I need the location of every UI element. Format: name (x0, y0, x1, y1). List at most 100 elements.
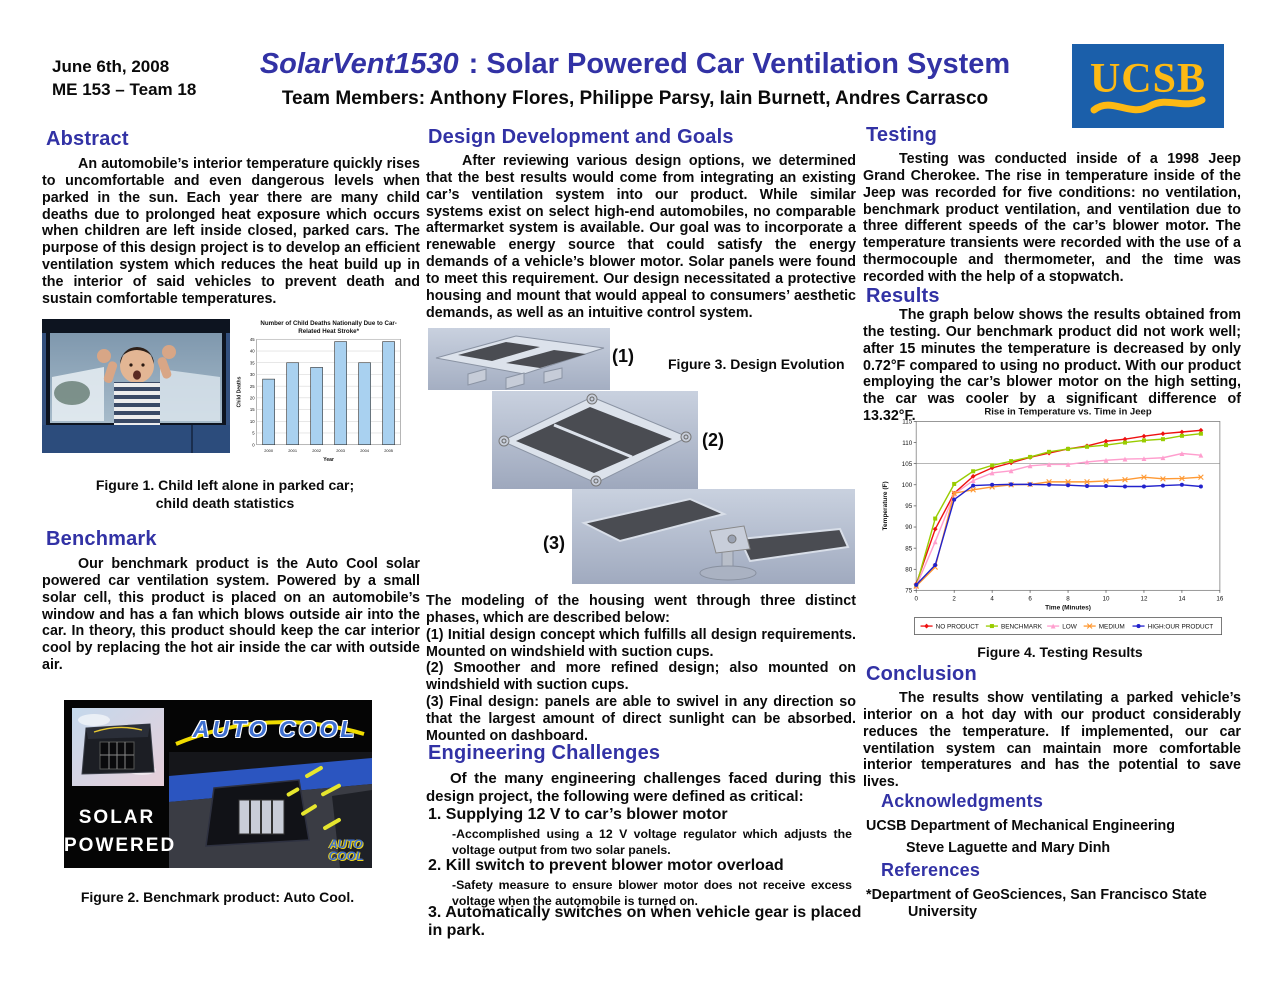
svg-text:20: 20 (250, 395, 255, 400)
figure2-watermark-line1: AUTO (329, 837, 363, 851)
abstract-body: An automobile’s interior temperature qui… (42, 156, 420, 307)
svg-text:4: 4 (990, 595, 994, 602)
poster-date: June 6th, 2008 (52, 57, 170, 76)
svg-text:0: 0 (252, 442, 255, 447)
child-deaths-chart: Number of Child Deaths Nationally Due to… (232, 317, 407, 467)
poster-title-product: SolarVent1530 (259, 48, 459, 80)
svg-text:MEDIUM: MEDIUM (1099, 624, 1125, 631)
figure2-solar-line1: SOLAR (78, 807, 156, 828)
engineering-heading: Engineering Challenges (428, 742, 661, 764)
testing-results-chart-svg: Rise in Temperature vs. Time in Jeep 75 8 0… (882, 406, 1224, 635)
svg-text:2005: 2005 (384, 448, 394, 453)
svg-text:0: 0 (914, 595, 918, 602)
poster-title: SolarVent1530 : Solar Powered Car Ventil… (210, 48, 1060, 81)
modeling-phases: The modeling of the housing went through… (426, 593, 856, 745)
child-deaths-chart-svg: Number of Child Deaths Nationally Due to… (236, 320, 401, 463)
benchmark-body: Our benchmark product is the Auto Cool s… (42, 556, 420, 674)
poster-date-course: June 6th, 2008 ME 153 – Team 18 (52, 56, 252, 102)
svg-text:2: 2 (952, 595, 956, 602)
svg-text:HIGH:OUR PRODUCT: HIGH:OUR PRODUCT (1148, 624, 1214, 631)
svg-text:BENCHMARK: BENCHMARK (1001, 624, 1043, 631)
engineering-intro: Of the many engineering challenges faced… (426, 770, 856, 805)
figure2-solar-line2: POWERED (64, 834, 177, 856)
engineering-item1-detail: -Accomplished using a 12 V voltage regul… (452, 827, 852, 857)
figure3-label-2: (2) (702, 430, 724, 450)
svg-text:10: 10 (1103, 595, 1110, 602)
svg-text:Child Deaths: Child Deaths (236, 376, 242, 407)
modeling-phase3: (3) Final design: panels are able to swi… (426, 694, 856, 744)
design-body: After reviewing various design options, … (426, 153, 856, 321)
benchmark-heading: Benchmark (46, 528, 157, 550)
svg-text:100: 100 (902, 482, 913, 489)
modeling-intro: The modeling of the housing went through… (426, 593, 856, 626)
svg-text:6: 6 (1028, 595, 1032, 602)
figure3-design2-image (492, 391, 698, 489)
svg-text:115: 115 (902, 419, 912, 426)
poster-title-subtitle: : Solar Powered Car Ventilation System (460, 48, 1011, 80)
modeling-phase1: (1) Initial design concept which fulfill… (426, 626, 856, 660)
conclusion-heading: Conclusion (866, 663, 977, 685)
poster-course: ME 153 – Team 18 (52, 79, 197, 99)
acknowledgments-line1: UCSB Department of Mechanical Engineerin… (866, 818, 1176, 834)
svg-text:75: 75 (905, 588, 912, 595)
svg-text:2003: 2003 (336, 448, 346, 453)
testing-heading: Testing (866, 124, 938, 146)
poster-header: SolarVent1530 : Solar Powered Car Ventil… (210, 48, 1060, 110)
testing-results-chart: Rise in Temperature vs. Time in Jeep 75 8 0… (878, 403, 1242, 643)
design2-cad-image (492, 391, 698, 489)
svg-text:25: 25 (250, 384, 255, 389)
svg-text:45: 45 (250, 337, 255, 342)
figure1-caption-line1: Figure 1. Child left alone in parked car… (95, 477, 355, 493)
ucsb-logo-text: UCSB (1090, 56, 1206, 102)
svg-text:Year: Year (323, 457, 334, 463)
abstract-heading: Abstract (46, 128, 129, 150)
figure3-caption: Figure 3. Design Evolution (668, 356, 845, 372)
svg-text:95: 95 (905, 503, 912, 510)
ucsb-logo-image: UCSB (1072, 44, 1224, 128)
svg-text:LOW: LOW (1062, 624, 1078, 631)
figure4-caption: Figure 4. Testing Results (977, 644, 1143, 660)
figure2-autocool-title: AUTO COOL (192, 716, 358, 742)
figure3-label-3: (3) (543, 533, 565, 553)
figure3-design1-image (428, 328, 610, 390)
svg-text:15: 15 (250, 407, 255, 412)
figure2-watermark: AUTO COOL (326, 838, 366, 862)
figure2-solar-powered-label: SOLAR POWERED (64, 804, 177, 859)
results-heading: Results (866, 285, 940, 307)
figure3-label-1: (1) (612, 346, 634, 366)
svg-text:2000: 2000 (264, 448, 274, 453)
design3-cad-image (572, 489, 855, 584)
design1-cad-image (428, 328, 610, 390)
svg-text:10: 10 (250, 419, 255, 424)
svg-text:85: 85 (905, 545, 912, 552)
ucsb-wave-icon (1090, 96, 1206, 114)
svg-text:Rise in Temperature vs. Time i: Rise in Temperature vs. Time in Jeep (984, 406, 1151, 417)
figure1-caption: Figure 1. Child left alone in parked car… (45, 477, 405, 512)
figure1-caption-line2: child death statistics (155, 494, 295, 511)
svg-text:14: 14 (1178, 595, 1185, 602)
svg-text:30: 30 (250, 372, 255, 377)
engineering-item2-title: 2. Kill switch to prevent blower motor o… (428, 857, 784, 874)
results-body: The graph below shows the results obtain… (863, 307, 1241, 425)
testing-body: Testing was conducted inside of a 1998 J… (863, 151, 1241, 286)
figure2-caption: Figure 2. Benchmark product: Auto Cool. (80, 889, 355, 905)
svg-text:2001: 2001 (288, 448, 297, 453)
svg-text:Related Heat Stroke*: Related Heat Stroke* (298, 328, 359, 335)
engineering-item2-detail: -Safety measure to ensure blower motor d… (452, 878, 852, 908)
svg-text:8: 8 (1066, 595, 1070, 602)
figure2-autocool-ad: AUTO COOL SOLAR POWERED AUTO COOL (64, 700, 372, 868)
acknowledgments-line2: Steve Laguette and Mary Dinh (906, 840, 1111, 856)
conclusion-body: The results show ventilating a parked ve… (863, 690, 1241, 791)
engineering-item1-title: 1. Supplying 12 V to car’s blower motor (428, 806, 728, 823)
svg-text:Time (Minutes): Time (Minutes) (1045, 604, 1091, 611)
svg-text:12: 12 (1141, 595, 1148, 602)
svg-text:Temperature (F): Temperature (F) (882, 481, 889, 530)
svg-text:5: 5 (252, 431, 255, 436)
svg-text:35: 35 (250, 360, 255, 365)
svg-text:90: 90 (905, 524, 912, 531)
svg-text:105: 105 (902, 461, 913, 468)
autocool-ad-image (64, 700, 372, 868)
svg-text:2002: 2002 (312, 448, 321, 453)
figure1-photo-child-in-car (42, 319, 230, 453)
